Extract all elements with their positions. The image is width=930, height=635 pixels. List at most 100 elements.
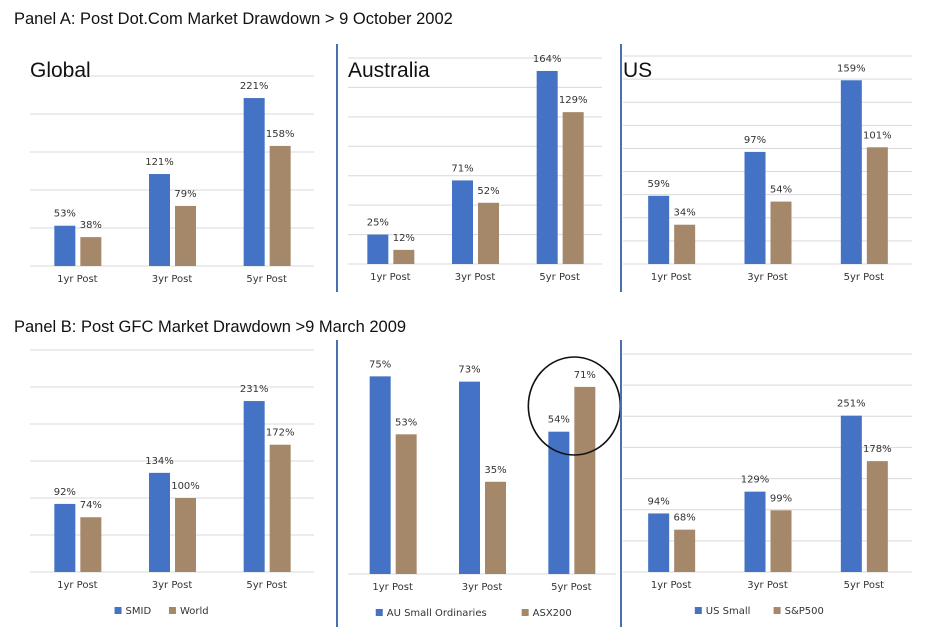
category-label: 1yr Post bbox=[370, 272, 411, 283]
data-label: 231% bbox=[240, 384, 269, 395]
data-label: 68% bbox=[674, 513, 696, 524]
data-label: 134% bbox=[145, 456, 174, 467]
category-label: 1yr Post bbox=[651, 580, 692, 591]
data-label: 79% bbox=[174, 189, 196, 200]
bar-3yr-post-series-1 bbox=[744, 491, 766, 572]
legend-swatch-1 bbox=[375, 609, 383, 616]
data-label: 100% bbox=[171, 481, 200, 492]
panel-b-title: Panel B: Post GFC Market Drawdown >9 Mar… bbox=[14, 318, 407, 336]
bar-1yr-post-series-2 bbox=[674, 224, 696, 264]
chart-global-svg: Global 53% 38% 1yr Post 121% 79% 3yr Post 221% 1… bbox=[30, 59, 314, 285]
bar-1yr-post-series-2 bbox=[674, 529, 696, 572]
bar-3yr-post-series-2 bbox=[770, 201, 792, 264]
bar-3yr-post-series-1 bbox=[149, 472, 170, 572]
bar-1yr-post-series-2 bbox=[395, 434, 417, 574]
bar-5yr-post-series-1 bbox=[536, 70, 558, 264]
data-label: 34% bbox=[674, 208, 696, 219]
data-label: 73% bbox=[458, 365, 480, 376]
data-label: 71% bbox=[574, 370, 596, 381]
chart-title: US bbox=[623, 59, 652, 82]
legend-swatch-1 bbox=[694, 607, 702, 614]
category-label: 1yr Post bbox=[57, 274, 98, 285]
bar-3yr-post-series-2 bbox=[478, 202, 499, 264]
category-label: 3yr Post bbox=[455, 272, 496, 283]
data-label: 121% bbox=[145, 157, 174, 168]
legend-label-asx200: ASX200 bbox=[533, 608, 572, 619]
category-label: 3yr Post bbox=[747, 272, 788, 283]
legend-label-us-small: US Small bbox=[706, 606, 751, 617]
bar-1yr-post-series-1 bbox=[648, 513, 670, 572]
bar-5yr-post-series-1 bbox=[243, 98, 265, 266]
data-label: 54% bbox=[770, 185, 792, 196]
chart-australia-svg: Australia 25% 12% 1yr Post 71% 52% 3yr Post 164… bbox=[348, 54, 602, 283]
bar-3yr-post-series-2 bbox=[175, 205, 196, 266]
data-label: 158% bbox=[266, 129, 295, 140]
bar-5yr-post-series-1 bbox=[548, 431, 570, 574]
chart-us-gfc: 94% 68% 1yr Post 129% 99% 3yr Post 251% 178% 5yr… bbox=[615, 338, 920, 628]
data-label: 101% bbox=[863, 130, 892, 141]
panel-a-title: Panel A: Post Dot.Com Market Drawdown > … bbox=[14, 10, 453, 28]
chart-title: Australia bbox=[348, 59, 430, 82]
category-label: 5yr Post bbox=[844, 272, 885, 283]
chart-global-gfc: 92% 74% 1yr Post 134% 100% 3yr Post 231% 172% 5y… bbox=[22, 338, 322, 628]
data-label: 178% bbox=[863, 444, 892, 455]
data-label: 54% bbox=[548, 415, 570, 426]
chart-title: Global bbox=[30, 59, 91, 82]
divider-b2 bbox=[620, 340, 622, 627]
bar-3yr-post-series-1 bbox=[459, 381, 480, 574]
divider-a2 bbox=[620, 44, 622, 292]
category-label: 3yr Post bbox=[462, 582, 503, 593]
data-label: 25% bbox=[367, 218, 389, 229]
bar-3yr-post-series-1 bbox=[452, 180, 473, 264]
legend-swatch-2 bbox=[168, 607, 176, 614]
data-label: 172% bbox=[266, 428, 295, 439]
data-label: 53% bbox=[54, 209, 76, 220]
legend-swatch-1 bbox=[114, 607, 122, 614]
category-label: 5yr Post bbox=[246, 580, 287, 591]
chart-us-svg: US 59% 34% 1yr Post 97% 54% 3yr Post 159% 101% 5y… bbox=[623, 55, 912, 283]
legend-swatch-2 bbox=[521, 609, 529, 616]
chart-australia-gfc: 75% 53% 1yr Post 73% 35% 3yr Post 54% 71% 5yr Po… bbox=[340, 338, 625, 628]
bar-1yr-post-series-1 bbox=[54, 225, 76, 266]
data-label: 94% bbox=[648, 496, 670, 507]
category-label: 5yr Post bbox=[844, 580, 885, 591]
legend-label-au-small-ordinaries: AU Small Ordinaries bbox=[387, 608, 487, 619]
chart-australia-gfc-svg: 75% 53% 1yr Post 73% 35% 3yr Post 54% 71% 5yr Po… bbox=[348, 356, 622, 619]
divider-a1 bbox=[336, 44, 338, 292]
data-label: 99% bbox=[770, 493, 792, 504]
category-label: 5yr Post bbox=[551, 582, 592, 593]
legend-label-world: World bbox=[180, 606, 209, 617]
bar-1yr-post-series-1 bbox=[54, 503, 76, 572]
category-label: 3yr Post bbox=[152, 274, 193, 285]
data-label: 71% bbox=[451, 163, 473, 174]
bar-5yr-post-series-1 bbox=[243, 401, 265, 572]
data-label: 52% bbox=[477, 186, 499, 197]
data-label: 59% bbox=[648, 179, 670, 190]
bar-1yr-post-series-2 bbox=[80, 237, 102, 266]
data-label: 129% bbox=[559, 95, 588, 106]
data-label: 251% bbox=[837, 399, 866, 410]
category-label: 3yr Post bbox=[747, 580, 788, 591]
data-label: 38% bbox=[80, 220, 102, 231]
bar-1yr-post-series-1 bbox=[648, 195, 670, 264]
data-label: 129% bbox=[741, 475, 770, 486]
bar-5yr-post-series-1 bbox=[840, 415, 862, 572]
data-label: 97% bbox=[744, 135, 766, 146]
data-label: 75% bbox=[369, 359, 391, 370]
bar-3yr-post-series-2 bbox=[485, 481, 506, 574]
category-label: 5yr Post bbox=[539, 272, 580, 283]
chart-us: US 59% 34% 1yr Post 97% 54% 3yr Post 159% 101% 5y… bbox=[615, 44, 920, 294]
data-label: 221% bbox=[240, 81, 269, 92]
bar-5yr-post-series-2 bbox=[269, 444, 291, 572]
bar-3yr-post-series-2 bbox=[175, 498, 196, 572]
bar-5yr-post-series-1 bbox=[840, 80, 862, 264]
data-label: 12% bbox=[393, 233, 415, 244]
bar-5yr-post-series-2 bbox=[866, 461, 888, 572]
chart-global: Global 53% 38% 1yr Post 121% 79% 3yr Post 221% 1… bbox=[22, 44, 322, 294]
bar-1yr-post-series-1 bbox=[367, 234, 389, 264]
divider-b1 bbox=[336, 340, 338, 627]
chart-us-gfc-svg: 94% 68% 1yr Post 129%99% 3yr Post 251% 178% 5yr… bbox=[623, 353, 912, 617]
bar-1yr-post-series-2 bbox=[80, 517, 102, 572]
bar-3yr-post-series-1 bbox=[149, 174, 170, 266]
category-label: 3yr Post bbox=[152, 580, 193, 591]
